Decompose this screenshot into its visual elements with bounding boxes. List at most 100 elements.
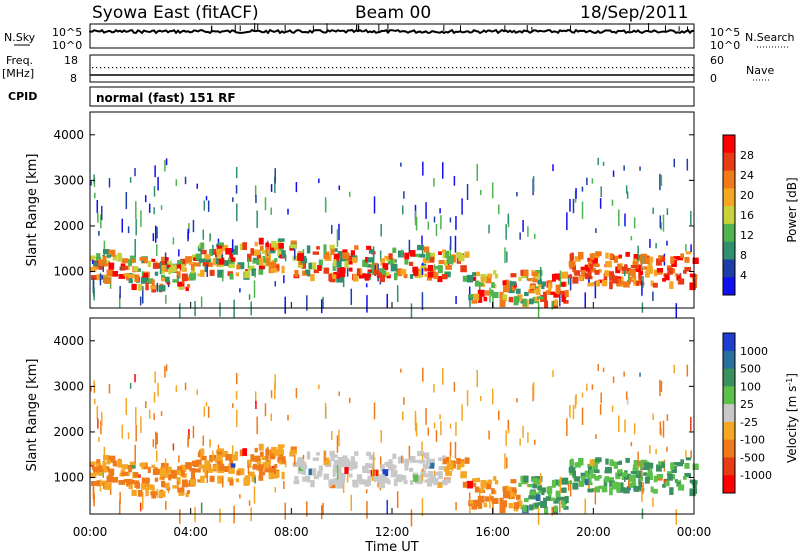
nave-dot — [120, 67, 122, 69]
power-cell — [254, 249, 261, 257]
power-cell — [483, 296, 488, 302]
nave-dot — [664, 67, 666, 69]
nave-dot — [488, 67, 490, 69]
power-cell — [637, 245, 639, 262]
nave-dot — [420, 67, 422, 69]
nave-dot — [284, 67, 286, 69]
velocity-cell — [650, 486, 654, 493]
power-cell — [192, 219, 195, 233]
velocity-cell — [670, 462, 675, 470]
velocity-cell — [254, 477, 256, 484]
velocity-cell — [592, 463, 598, 471]
power-cell — [176, 271, 181, 279]
velocity-cell — [591, 474, 596, 479]
velocity-cell — [455, 501, 457, 511]
power-cell — [539, 266, 542, 282]
power-cell — [455, 215, 457, 230]
velocity-cell — [584, 478, 589, 486]
velocity-cell — [629, 474, 636, 482]
velocity-cell — [185, 492, 189, 498]
velocity-cell — [323, 457, 330, 465]
velocity-cell — [177, 466, 183, 473]
y-tick-label: 2000 — [53, 219, 84, 233]
velocity-cell — [642, 481, 644, 494]
velocity-cell — [499, 497, 504, 506]
velocity-cell — [666, 471, 672, 476]
power-cell — [239, 243, 244, 251]
velocity-cell — [601, 486, 608, 493]
velocity-cell — [200, 455, 207, 461]
velocity-cell — [506, 457, 508, 469]
nave-dot — [616, 67, 618, 69]
power-cell — [387, 258, 394, 265]
velocity-cell — [477, 495, 485, 503]
velocity-cell — [575, 394, 577, 405]
velocity-cell — [510, 479, 517, 484]
velocity-cell — [673, 462, 680, 466]
power-cell — [572, 198, 575, 214]
power-cell — [172, 279, 178, 283]
power-cell — [667, 267, 673, 275]
power-cell — [256, 255, 262, 260]
nave-dot — [316, 67, 318, 69]
power-cell — [157, 176, 159, 191]
velocity-cell — [219, 508, 221, 523]
power-cell — [102, 255, 107, 264]
power-cell — [529, 284, 536, 290]
velocity-cell — [253, 486, 256, 504]
velocity-cell — [232, 454, 238, 461]
velocity-cell — [332, 468, 336, 477]
velocity-cell — [164, 366, 166, 378]
power-cell — [396, 268, 403, 277]
velocity-cell — [352, 479, 359, 488]
velocity-cell — [283, 481, 285, 490]
nave-dot — [384, 67, 386, 69]
velocity-cell — [559, 497, 561, 513]
power-cell — [244, 270, 251, 279]
power-cell — [617, 264, 622, 268]
power-cell — [493, 270, 497, 275]
velocity-cell — [578, 457, 584, 466]
velocity-cell — [560, 488, 566, 493]
velocity-cell — [515, 494, 521, 500]
velocity-cell — [633, 460, 638, 467]
velocity-cell — [185, 462, 192, 470]
nave-dot — [512, 67, 514, 69]
velocity-cell — [567, 481, 570, 491]
velocity-cell — [133, 472, 139, 478]
velocity-cell — [630, 471, 638, 475]
velocity-cell — [154, 477, 159, 482]
velocity-cell — [493, 476, 497, 481]
power-cell — [212, 259, 217, 264]
velocity-cell — [472, 482, 477, 487]
power-cell — [320, 299, 323, 314]
power-cell — [510, 285, 516, 291]
velocity-cell — [98, 437, 100, 442]
velocity-cell — [554, 479, 562, 486]
power-cell — [202, 229, 205, 240]
velocity-colorbar-label: Velocity [m s-1] — [785, 373, 799, 463]
velocity-cell — [254, 455, 261, 463]
velocity-cell — [461, 404, 463, 421]
velocity-cell — [98, 465, 104, 472]
velocity-cell — [537, 485, 543, 491]
power-cell — [215, 257, 220, 265]
colorbar-tick-label: 100 — [740, 380, 761, 393]
power-cell — [572, 276, 579, 284]
velocity-cell — [483, 502, 488, 508]
power-cell — [312, 251, 320, 255]
velocity-cell — [99, 479, 102, 492]
velocity-cell — [563, 505, 569, 510]
colorbar-swatch — [723, 223, 735, 243]
nave-dot — [500, 67, 502, 69]
velocity-cell — [207, 406, 210, 418]
power-cell — [392, 247, 397, 254]
velocity-cell — [202, 435, 205, 446]
velocity-cell — [91, 465, 94, 471]
velocity-cell — [509, 487, 517, 492]
power-cell — [510, 273, 517, 278]
power-cell — [372, 246, 375, 262]
power-cell — [613, 255, 619, 263]
power-cell — [94, 192, 96, 199]
velocity-cell — [367, 463, 374, 469]
